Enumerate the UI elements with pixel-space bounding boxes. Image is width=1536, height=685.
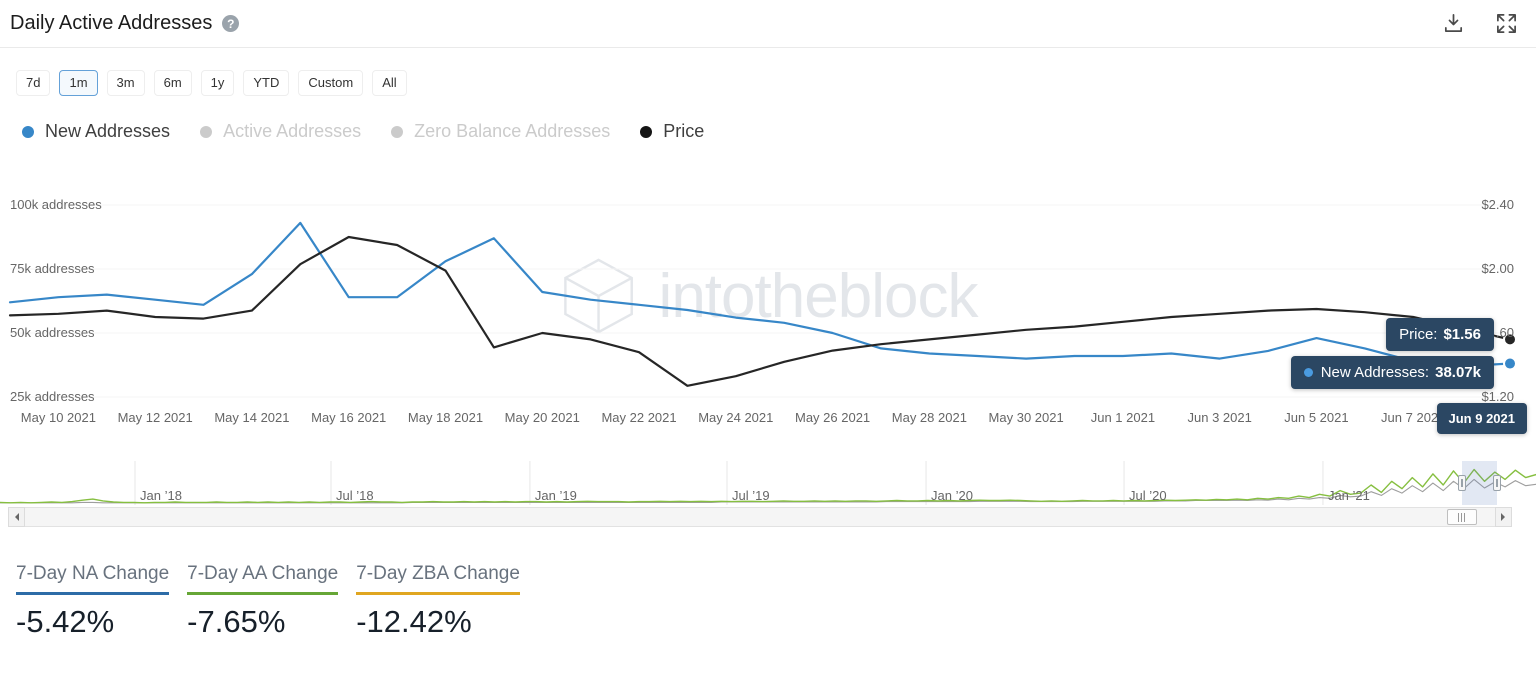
main-chart[interactable]: intotheblock 100k addresses 75k addresse… (0, 188, 1536, 438)
scrollbar-right-arrow[interactable] (1495, 507, 1512, 528)
y-axis-label-right: $2.40 (1481, 197, 1514, 213)
tooltip-price-value: $1.56 (1443, 326, 1481, 344)
stat-na-change: 7-Day NA Change -5.42% (16, 563, 170, 640)
series-dot-icon (200, 125, 213, 138)
series-dot-icon (391, 125, 404, 138)
range-7d[interactable]: 7d (16, 70, 51, 97)
stat-label: 7-Day ZBA Change (356, 563, 520, 596)
legend: New Addresses Active Addresses Zero Bala… (22, 121, 1536, 142)
scrollbar-thumb[interactable] (1447, 509, 1477, 526)
left-triangle-icon (11, 513, 19, 522)
x-axis-label: May 26 2021 (794, 410, 871, 426)
y-axis-label-left: 75k addresses (10, 261, 95, 277)
x-axis-label: May 30 2021 (988, 410, 1064, 426)
stat-aa-change: 7-Day AA Change -7.65% (187, 563, 339, 640)
range-all[interactable]: All (372, 70, 407, 97)
tooltip-na-label: New Addresses: (1320, 364, 1430, 382)
x-axis-label: May 12 2021 (117, 410, 193, 426)
tooltip-new-addresses: New Addresses: 38.07k (1290, 356, 1494, 390)
app-root: Daily Active Addresses ? 7d 1m 3m 6m 1y … (0, 0, 1536, 640)
legend-label: New Addresses (45, 121, 171, 142)
x-axis-label: Jun 1 2021 (1090, 410, 1156, 426)
fullscreen-icon[interactable] (1495, 12, 1518, 35)
tooltip-na-value: 38.07k (1435, 364, 1481, 382)
legend-label: Active Addresses (223, 121, 362, 142)
stat-label: 7-Day AA Change (187, 563, 339, 596)
y-axis-label-right: $2.00 (1481, 261, 1514, 277)
range-6m[interactable]: 6m (153, 70, 192, 97)
tooltip-date: Jun 9 2021 (1436, 403, 1527, 435)
navigator-selection[interactable] (1461, 461, 1497, 506)
stat-value: -7.65% (187, 604, 286, 640)
navigator-tick-label: Jan ’21 (1327, 488, 1370, 504)
legend-new-addresses[interactable]: New Addresses (22, 121, 170, 142)
range-ytd[interactable]: YTD (243, 70, 290, 97)
y-axis-label-left: 50k addresses (10, 325, 95, 341)
navigator-tick-label: Jan ’19 (534, 488, 577, 504)
legend-label: Zero Balance Addresses (414, 121, 611, 142)
navigator-tick-label: Jan ’20 (931, 488, 973, 504)
grip-icon (1458, 512, 1466, 522)
stat-value: -12.42% (356, 604, 472, 640)
legend-label: Price (663, 121, 705, 142)
x-axis-label: May 16 2021 (311, 410, 387, 426)
range-custom[interactable]: Custom (298, 70, 364, 97)
navigator-tick-label: Jan ’18 (140, 488, 182, 504)
y-axis-label-left: 100k addresses (10, 197, 102, 213)
y-axis-label-right: $1.20 (1481, 389, 1514, 405)
navigator: Jan ’18 Jul ’18 Jan ’19 Jul ’19 Jan ’20 Jul ’… (0, 461, 1536, 528)
navigator-tick-label: Jul ’20 (1129, 488, 1167, 504)
scrollbar-left-arrow[interactable] (8, 507, 25, 528)
stats: 7-Day NA Change -5.42% 7-Day AA Change -… (16, 563, 1536, 640)
scrollbar-track[interactable] (25, 507, 1495, 528)
header: Daily Active Addresses ? (0, 0, 1536, 48)
chart-canvas[interactable] (0, 188, 1536, 438)
x-axis-label: May 28 2021 (891, 410, 967, 426)
navigator-handle-right[interactable] (1492, 475, 1501, 492)
navigator-handle-left[interactable] (1457, 475, 1466, 492)
help-icon[interactable]: ? (222, 15, 240, 32)
right-triangle-icon (1501, 513, 1509, 522)
legend-zero-balance-addresses[interactable]: Zero Balance Addresses (391, 121, 610, 142)
page-title: Daily Active Addresses (10, 12, 213, 34)
stat-value: -5.42% (16, 604, 115, 640)
stat-zba-change: 7-Day ZBA Change -12.42% (356, 563, 520, 640)
navigator-tick-label: Jul ’19 (731, 488, 770, 504)
navigator-canvas[interactable] (0, 461, 1536, 506)
x-axis-label: May 22 2021 (601, 410, 677, 426)
x-axis-label: May 14 2021 (214, 410, 290, 426)
x-axis-label: May 20 2021 (504, 410, 580, 426)
y-axis-label-left: 25k addresses (10, 389, 95, 405)
series-dot-icon (22, 125, 34, 138)
tooltip-price-label: Price: (1399, 326, 1438, 344)
range-1y[interactable]: 1y (200, 70, 235, 97)
series-dot-icon (640, 125, 653, 138)
x-axis-label: May 24 2021 (698, 410, 774, 426)
x-axis-label: Jun 5 2021 (1284, 410, 1349, 426)
x-axis-label: May 10 2021 (20, 410, 96, 426)
tooltip-price: Price: $1.56 (1386, 318, 1494, 352)
download-icon[interactable] (1442, 12, 1465, 35)
x-axis-label: Jun 7 2021 (1381, 410, 1446, 426)
stat-label: 7-Day NA Change (16, 563, 170, 596)
scrollbar[interactable] (8, 507, 1512, 528)
x-axis-label: May 18 2021 (407, 410, 484, 426)
navigator-tick-label: Jul ’18 (336, 488, 374, 504)
legend-price[interactable]: Price (640, 121, 704, 142)
range-selector: 7d 1m 3m 6m 1y YTD Custom All (16, 70, 1536, 97)
series-dot-icon (1303, 368, 1313, 378)
range-1m[interactable]: 1m (59, 70, 98, 97)
range-3m[interactable]: 3m (106, 70, 145, 97)
x-axis-label: Jun 3 2021 (1187, 410, 1252, 426)
legend-active-addresses[interactable]: Active Addresses (200, 121, 361, 142)
